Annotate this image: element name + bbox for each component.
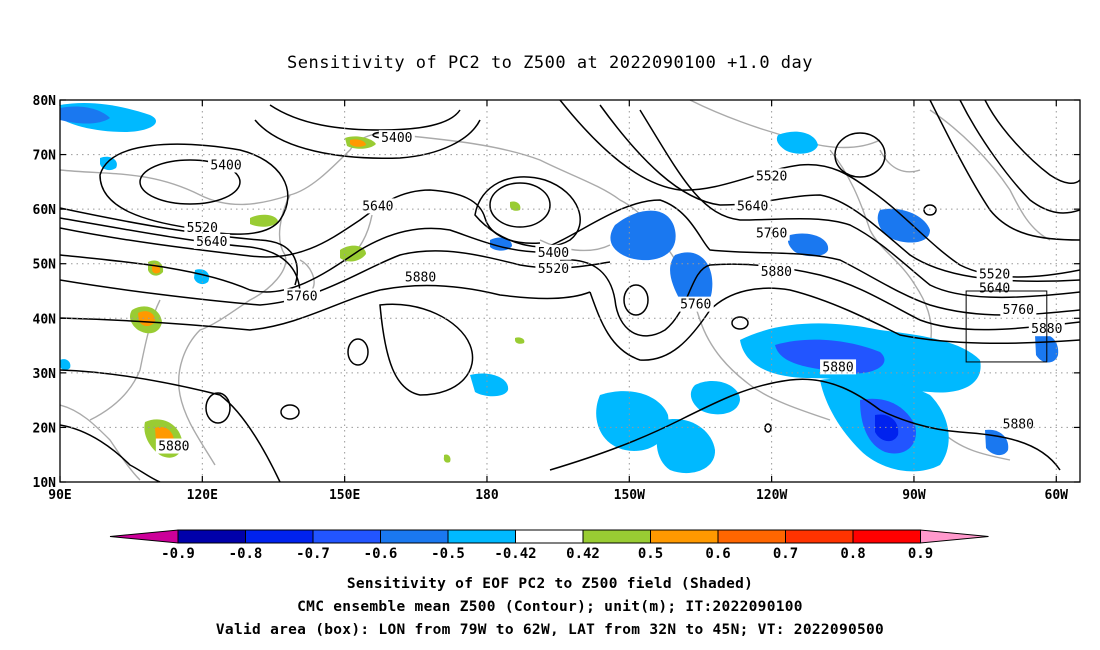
colorbar-swatch bbox=[177, 529, 246, 544]
contour-label-bg bbox=[976, 266, 1013, 282]
contour-label: 5400 bbox=[210, 158, 241, 173]
x-tick-label: 150E bbox=[329, 488, 360, 503]
colorbar-tick-label: -0.42 bbox=[494, 546, 536, 562]
contour-label-bg bbox=[402, 269, 439, 285]
colorbar-tick-label: -0.5 bbox=[431, 546, 465, 562]
caption-line-2: CMC ensemble mean Z500 (Contour); unit(m… bbox=[297, 599, 803, 615]
contour-label: 5880 bbox=[405, 270, 436, 285]
colorbar-swatch bbox=[852, 529, 921, 544]
colorbar-swatch bbox=[515, 529, 584, 544]
contour-label: 5640 bbox=[737, 199, 768, 214]
colorbar-swatch bbox=[582, 529, 651, 544]
y-tick-label: 60N bbox=[33, 203, 57, 218]
contour-label-bg bbox=[535, 244, 572, 260]
colorbar-swatch bbox=[717, 529, 786, 544]
valid-area-box bbox=[965, 290, 1048, 363]
colorbar-tick-label: 0.9 bbox=[908, 546, 933, 562]
colorbar: -0.9 -0.8 -0.7 -0.6 -0.5 -0.42 0.42 0.5 0.6 0.7 0.… bbox=[109, 529, 989, 562]
contour-label-bg bbox=[378, 130, 415, 146]
x-tick-label: 120W bbox=[756, 488, 787, 503]
contour-label: 5520 bbox=[187, 221, 218, 236]
colorbar-tick-label: 0.7 bbox=[773, 546, 798, 562]
colorbar-low-triangle bbox=[109, 529, 179, 544]
z500-contours bbox=[60, 100, 1080, 482]
contour-label: 5640 bbox=[979, 281, 1010, 296]
contour-label: 5400 bbox=[538, 246, 569, 261]
contour-label: 5760 bbox=[680, 298, 711, 313]
y-tick-label: 10N bbox=[33, 476, 57, 491]
colorbar-swatch bbox=[785, 529, 854, 544]
colorbar-swatch bbox=[447, 529, 516, 544]
x-tick-label: 180 bbox=[475, 488, 499, 503]
contour-label-bg bbox=[976, 280, 1013, 296]
contour-label: 5520 bbox=[756, 169, 787, 184]
x-tick-label: 60W bbox=[1045, 488, 1069, 503]
contour-label-bg bbox=[1000, 302, 1037, 318]
contour-label-bg bbox=[208, 157, 245, 173]
contour-label-bg bbox=[758, 263, 795, 279]
colorbar-tick-label: -0.8 bbox=[229, 546, 263, 562]
colorbar-tick-label: -0.6 bbox=[364, 546, 398, 562]
y-tick-label: 30N bbox=[33, 367, 57, 382]
colorbar-tick-label: 0.42 bbox=[566, 546, 600, 562]
colorbar-tick-label: 0.5 bbox=[638, 546, 663, 562]
contour-label: 5400 bbox=[381, 131, 412, 146]
colorbar-swatch bbox=[245, 529, 314, 544]
contour-label-bg bbox=[677, 296, 714, 312]
colorbar-swatch bbox=[312, 529, 381, 544]
y-tick-label: 20N bbox=[33, 421, 57, 436]
caption-line-3: Valid area (box): LON from 79W to 62W, L… bbox=[216, 622, 884, 638]
colorbar-swatch bbox=[380, 529, 449, 544]
contour-label: 5520 bbox=[538, 262, 569, 277]
colorbar-swatch bbox=[650, 529, 719, 544]
y-tick-label: 50N bbox=[33, 258, 57, 273]
sensitivity-shading bbox=[60, 103, 1059, 474]
contour-label: 5520 bbox=[979, 268, 1010, 283]
contour-label-bg bbox=[753, 168, 790, 184]
x-tick-label: 90W bbox=[902, 488, 926, 503]
contour-label: 5760 bbox=[286, 289, 317, 304]
contour-label: 5880 bbox=[822, 360, 853, 375]
contour-label-bg bbox=[734, 198, 771, 214]
colorbar-tick-label: 0.8 bbox=[840, 546, 865, 562]
map-frame bbox=[59, 99, 1081, 483]
contour-label: 5640 bbox=[196, 235, 227, 250]
y-tick-label: 70N bbox=[33, 149, 57, 164]
contour-label-bg bbox=[820, 359, 857, 375]
contour-label: 5760 bbox=[756, 227, 787, 242]
colorbar-tick-label: -0.7 bbox=[296, 546, 330, 562]
x-tick-label: 150W bbox=[614, 488, 645, 503]
colorbar-tick-label: 0.6 bbox=[705, 546, 730, 562]
colorbar-tick-label: -0.9 bbox=[161, 546, 195, 562]
y-tick-label: 80N bbox=[33, 94, 57, 109]
contour-label: 5880 bbox=[1003, 418, 1034, 433]
contour-label-bg bbox=[1000, 416, 1037, 432]
contour-label-bg bbox=[283, 288, 320, 304]
contour-label-bg bbox=[535, 261, 572, 277]
contour-label-bg bbox=[155, 438, 192, 454]
contour-label: 5760 bbox=[1003, 303, 1034, 318]
figure-title: Sensitivity of PC2 to Z500 at 2022090100… bbox=[287, 53, 813, 73]
contour-label: 5640 bbox=[362, 199, 393, 214]
x-tick-label: 90E bbox=[48, 488, 71, 503]
colorbar-high-triangle bbox=[920, 529, 989, 544]
contour-label: 5880 bbox=[761, 265, 792, 280]
contour-label-bg bbox=[359, 198, 396, 214]
axis-ticks: 90E 120E 150E 180 150W 120W 90W 60W 10N 20N 30N 40N… bbox=[33, 94, 1080, 503]
x-tick-label: 120E bbox=[187, 488, 218, 503]
caption-line-1: Sensitivity of EOF PC2 to Z500 field (Sh… bbox=[347, 576, 753, 592]
contour-label: 5880 bbox=[158, 440, 189, 455]
y-tick-label: 40N bbox=[33, 312, 57, 327]
